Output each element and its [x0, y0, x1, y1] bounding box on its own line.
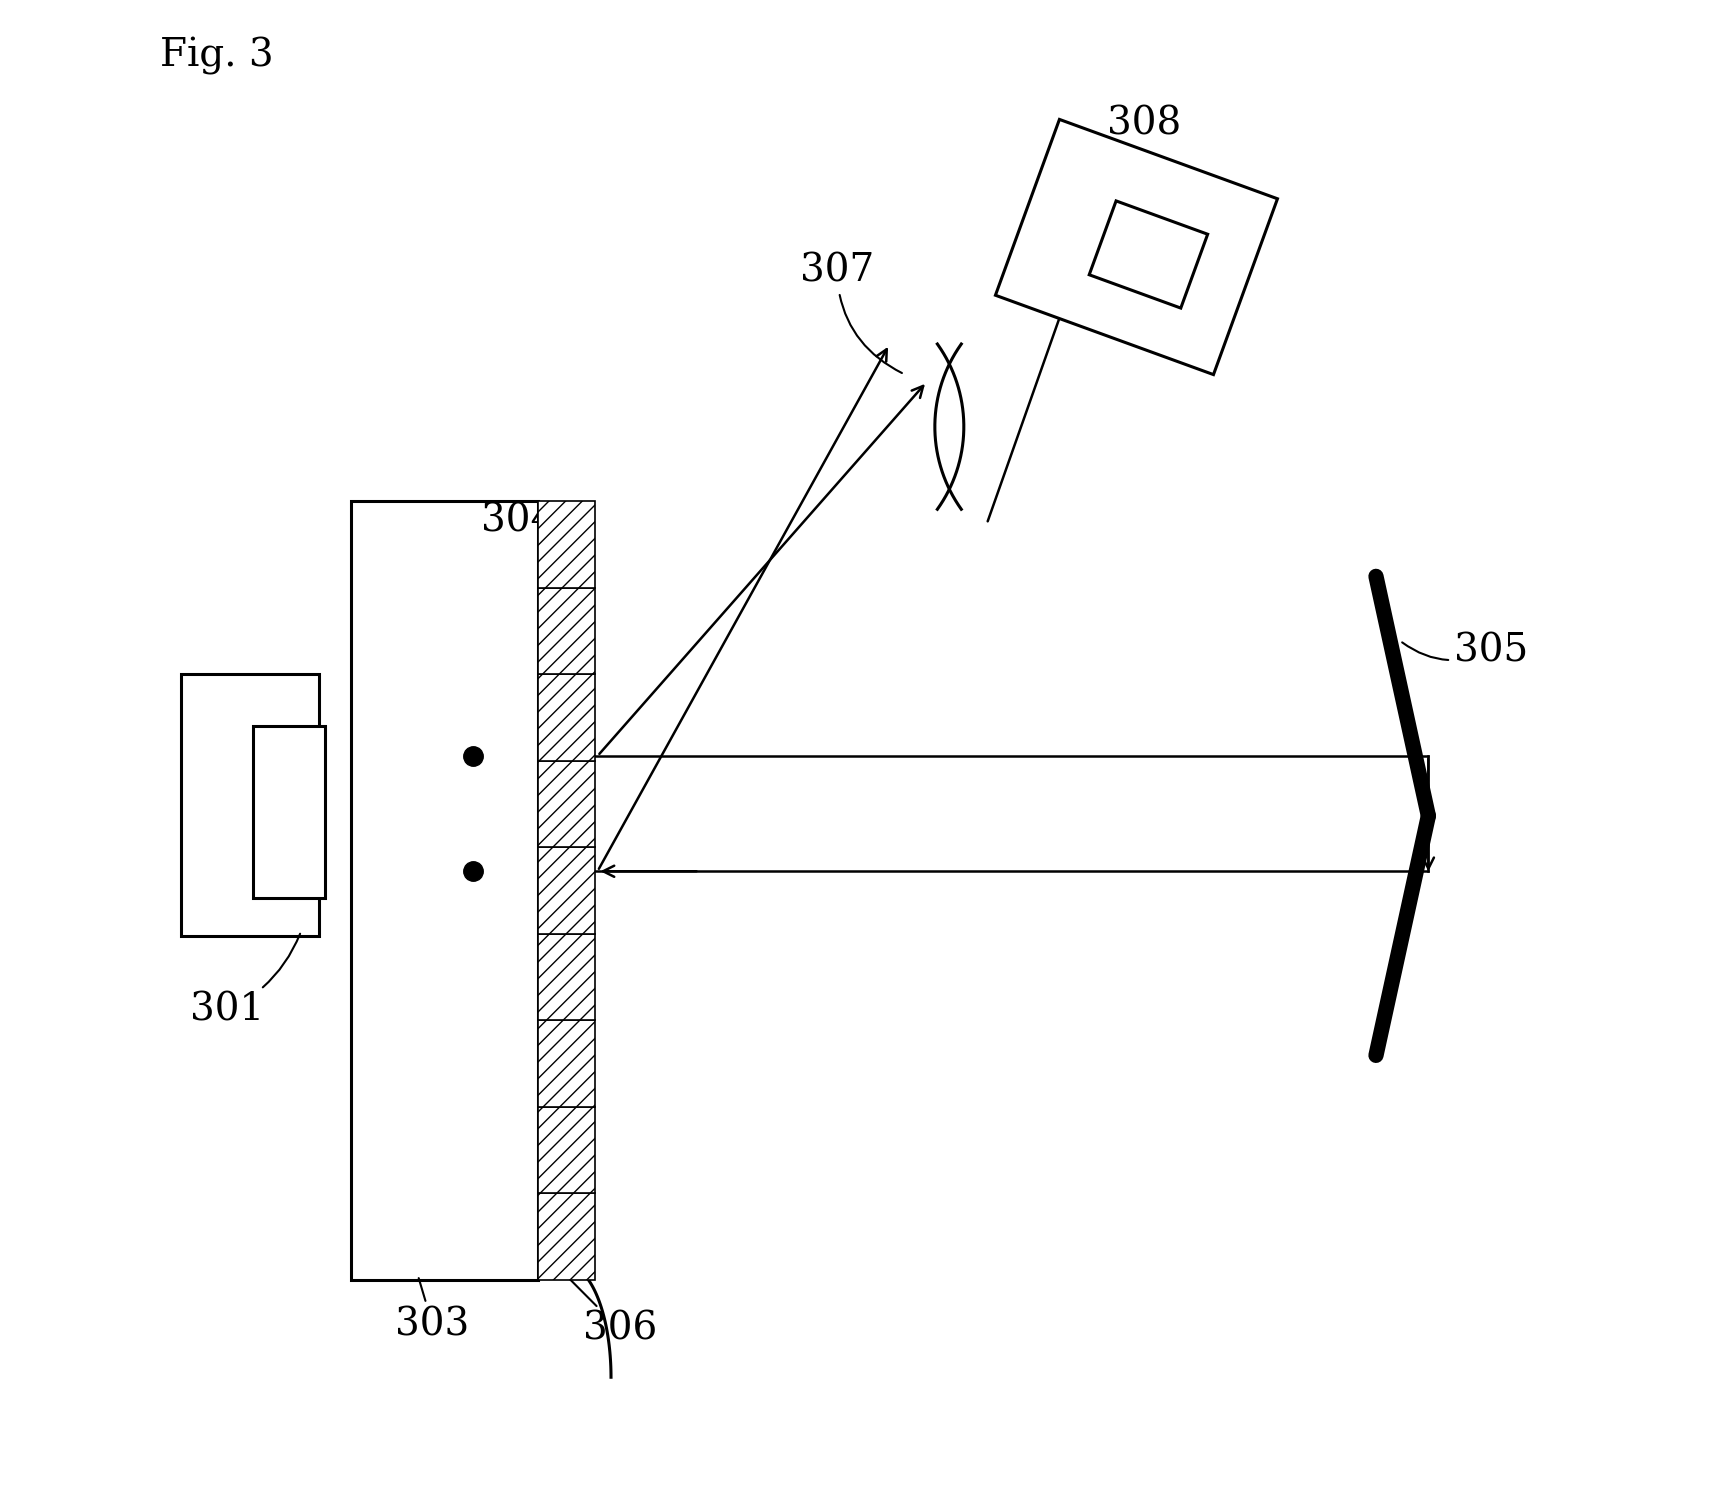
Text: 305: 305	[1403, 633, 1528, 669]
Polygon shape	[995, 120, 1278, 374]
Text: Fig. 3: Fig. 3	[161, 37, 274, 75]
Bar	[538, 588, 595, 675]
Text: 301: 301	[191, 934, 300, 1028]
Bar	[538, 934, 595, 1021]
Text: 306: 306	[569, 1277, 657, 1347]
Text: 308: 308	[1106, 106, 1181, 192]
Text: 303: 303	[395, 1278, 470, 1343]
Bar	[538, 847, 595, 934]
Text: 307: 307	[799, 253, 902, 373]
Text: 304: 304	[480, 503, 562, 599]
Bar	[350, 501, 538, 1280]
Bar	[538, 760, 595, 847]
Bar	[253, 726, 324, 898]
Bar	[538, 675, 595, 760]
Bar	[538, 1193, 595, 1280]
Bar	[538, 1021, 595, 1106]
Bar	[538, 1106, 595, 1193]
Bar	[538, 501, 595, 588]
Polygon shape	[1089, 201, 1207, 308]
Bar	[182, 674, 319, 936]
